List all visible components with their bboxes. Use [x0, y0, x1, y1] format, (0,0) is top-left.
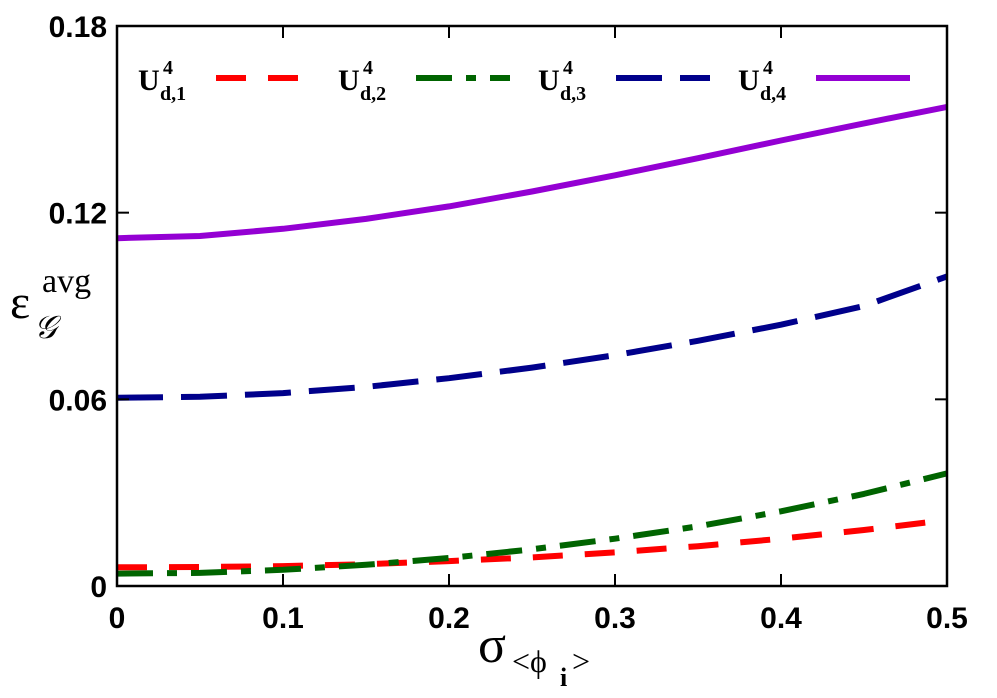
ticks-group: 0 0.06 0.12 0.18 0 0.1 0.2 0.3 0.4 0.5 [49, 11, 968, 635]
y-tick-label: 0 [90, 571, 107, 604]
legend-entry-1: U 4 d,1 [138, 57, 310, 105]
y-tick-label: 0.06 [49, 384, 107, 417]
x-tick-label: 0.2 [428, 602, 470, 635]
series-line-3 [116, 273, 949, 401]
series-group [116, 103, 949, 577]
legend-label: U [538, 64, 560, 97]
x-axis-label: σ <ϕ i > [478, 617, 590, 692]
y-axis-label: ε avg 𝒢 [10, 263, 91, 345]
x-tick-label: 0.1 [262, 602, 304, 635]
x-tick-label: 0.3 [594, 602, 636, 635]
legend-entry-2: U 4 d,2 [338, 57, 510, 105]
x-tick-label: 0 [109, 602, 126, 635]
legend-label-sub: d,3 [560, 83, 586, 105]
legend-entry-4: U 4 d,4 [738, 57, 910, 105]
x-tick-label: 0.5 [926, 602, 968, 635]
legend: U 4d,1 U 4d,2 U 4d,3 U 4d,4 [138, 57, 910, 105]
y-axis-label-sup: avg [42, 263, 91, 300]
x-tick-label: 0.4 [760, 602, 802, 635]
legend-label: U [338, 64, 360, 97]
legend-label-sup: 4 [363, 57, 373, 79]
legend-label: U [738, 64, 760, 97]
legend-label-sub: d,1 [160, 83, 186, 105]
legend-label-sup: 4 [763, 57, 773, 79]
legend-entry-3: U 4 d,3 [538, 57, 710, 105]
legend-label-sup: 4 [163, 57, 173, 79]
legend-label-sup: 4 [563, 57, 573, 79]
x-axis-label-subsub: i [560, 663, 567, 692]
x-axis-label-subend: > [572, 643, 590, 679]
legend-label-sub: d,4 [760, 83, 786, 105]
legend-label: U [138, 64, 160, 97]
series-line-1 [116, 517, 948, 571]
y-axis-label-main: ε [10, 276, 30, 329]
series-line-2 [116, 470, 948, 577]
series-line-4 [116, 103, 948, 242]
y-axis-label-sub: 𝒢 [34, 309, 62, 345]
x-axis-label-sub: <ϕ [512, 643, 547, 679]
x-axis-label-main: σ [478, 617, 506, 674]
legend-label-sub: d,2 [360, 83, 386, 105]
y-tick-label: 0.18 [49, 11, 107, 44]
plot-frame [115, 24, 949, 588]
y-tick-label: 0.12 [49, 198, 107, 231]
